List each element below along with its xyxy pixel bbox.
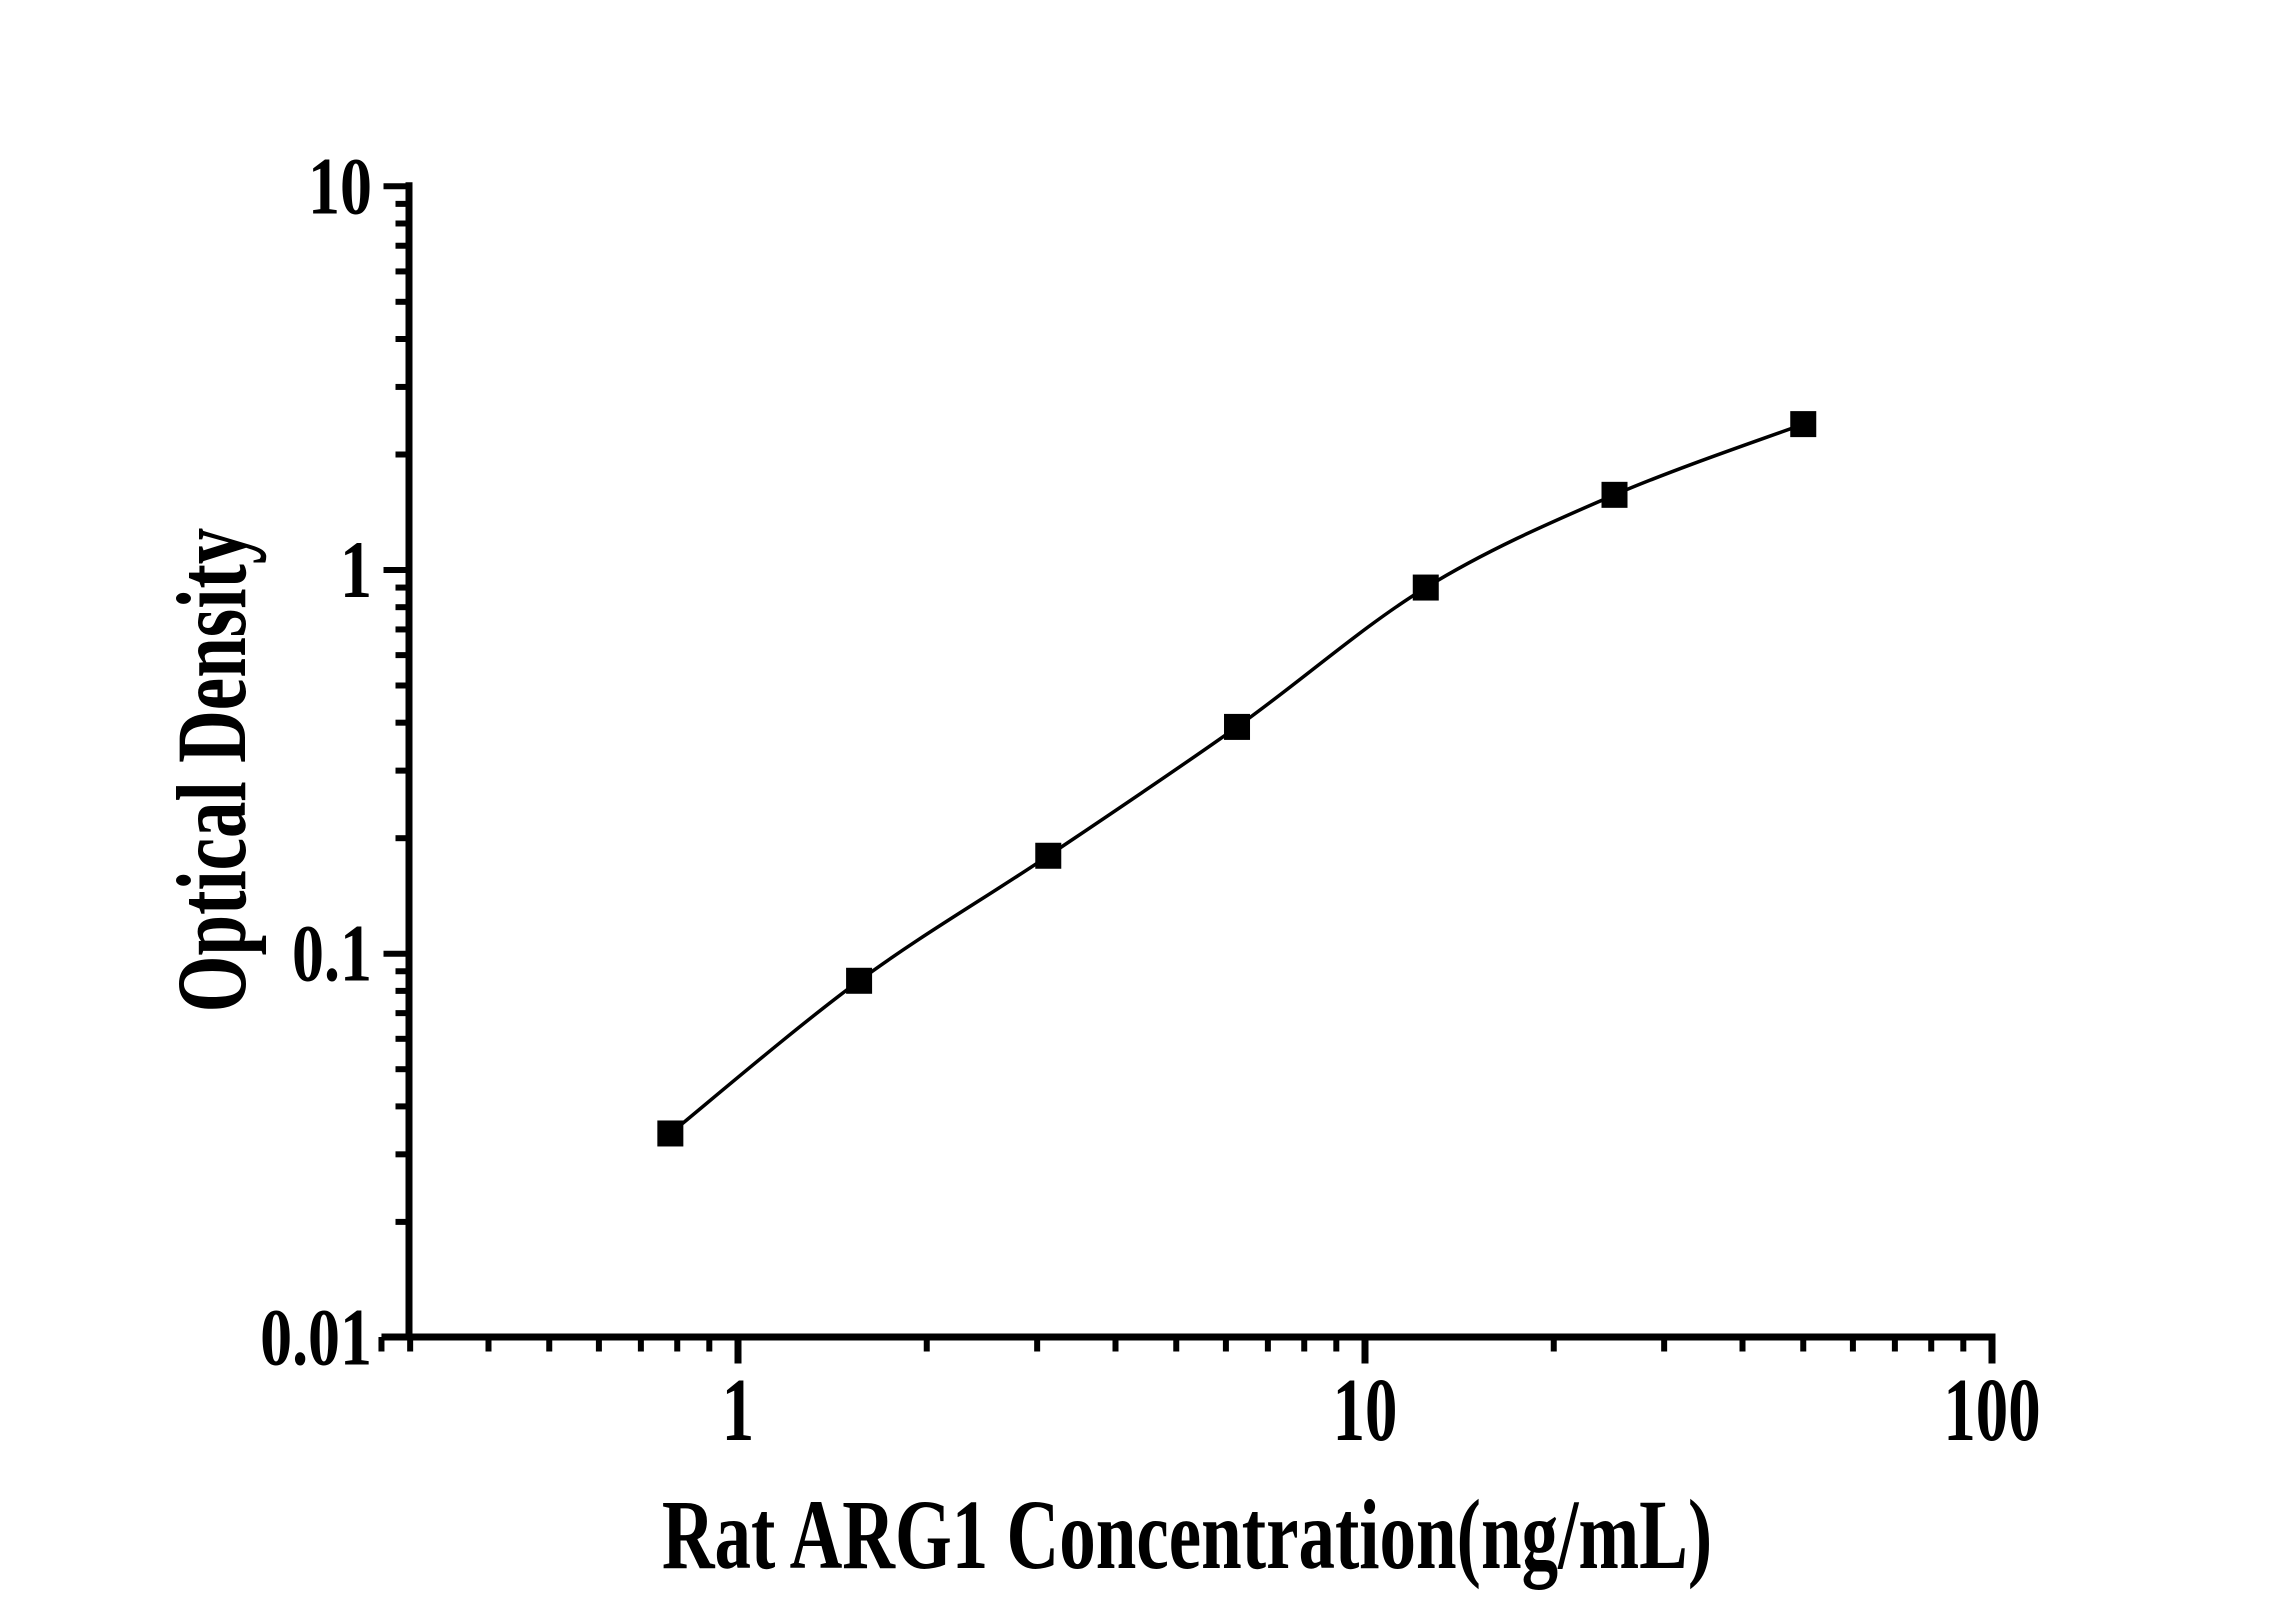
x-tick-label: 1 xyxy=(722,1360,754,1460)
standard-curve-line xyxy=(669,422,1804,1135)
data-point-marker xyxy=(846,967,873,994)
x-tick-label: 10 xyxy=(1333,1360,1398,1460)
data-point-marker xyxy=(1035,842,1062,869)
x-axis-title: Rat ARG1 Concentration(ng/mL) xyxy=(661,1479,1713,1590)
data-point-marker xyxy=(657,1120,684,1147)
data-point-marker xyxy=(1412,574,1439,601)
data-point-marker xyxy=(1601,481,1628,508)
data-point-marker xyxy=(1224,713,1251,740)
y-tick-label: 10 xyxy=(308,140,372,231)
y-tick-label: 0.1 xyxy=(292,907,372,998)
y-axis-title: Optical Density xyxy=(156,527,267,1013)
y-tick-label: 0.01 xyxy=(260,1291,372,1382)
data-point-marker xyxy=(1790,411,1817,438)
y-tick-label: 1 xyxy=(340,523,372,614)
x-tick-label: 100 xyxy=(1943,1360,2040,1460)
